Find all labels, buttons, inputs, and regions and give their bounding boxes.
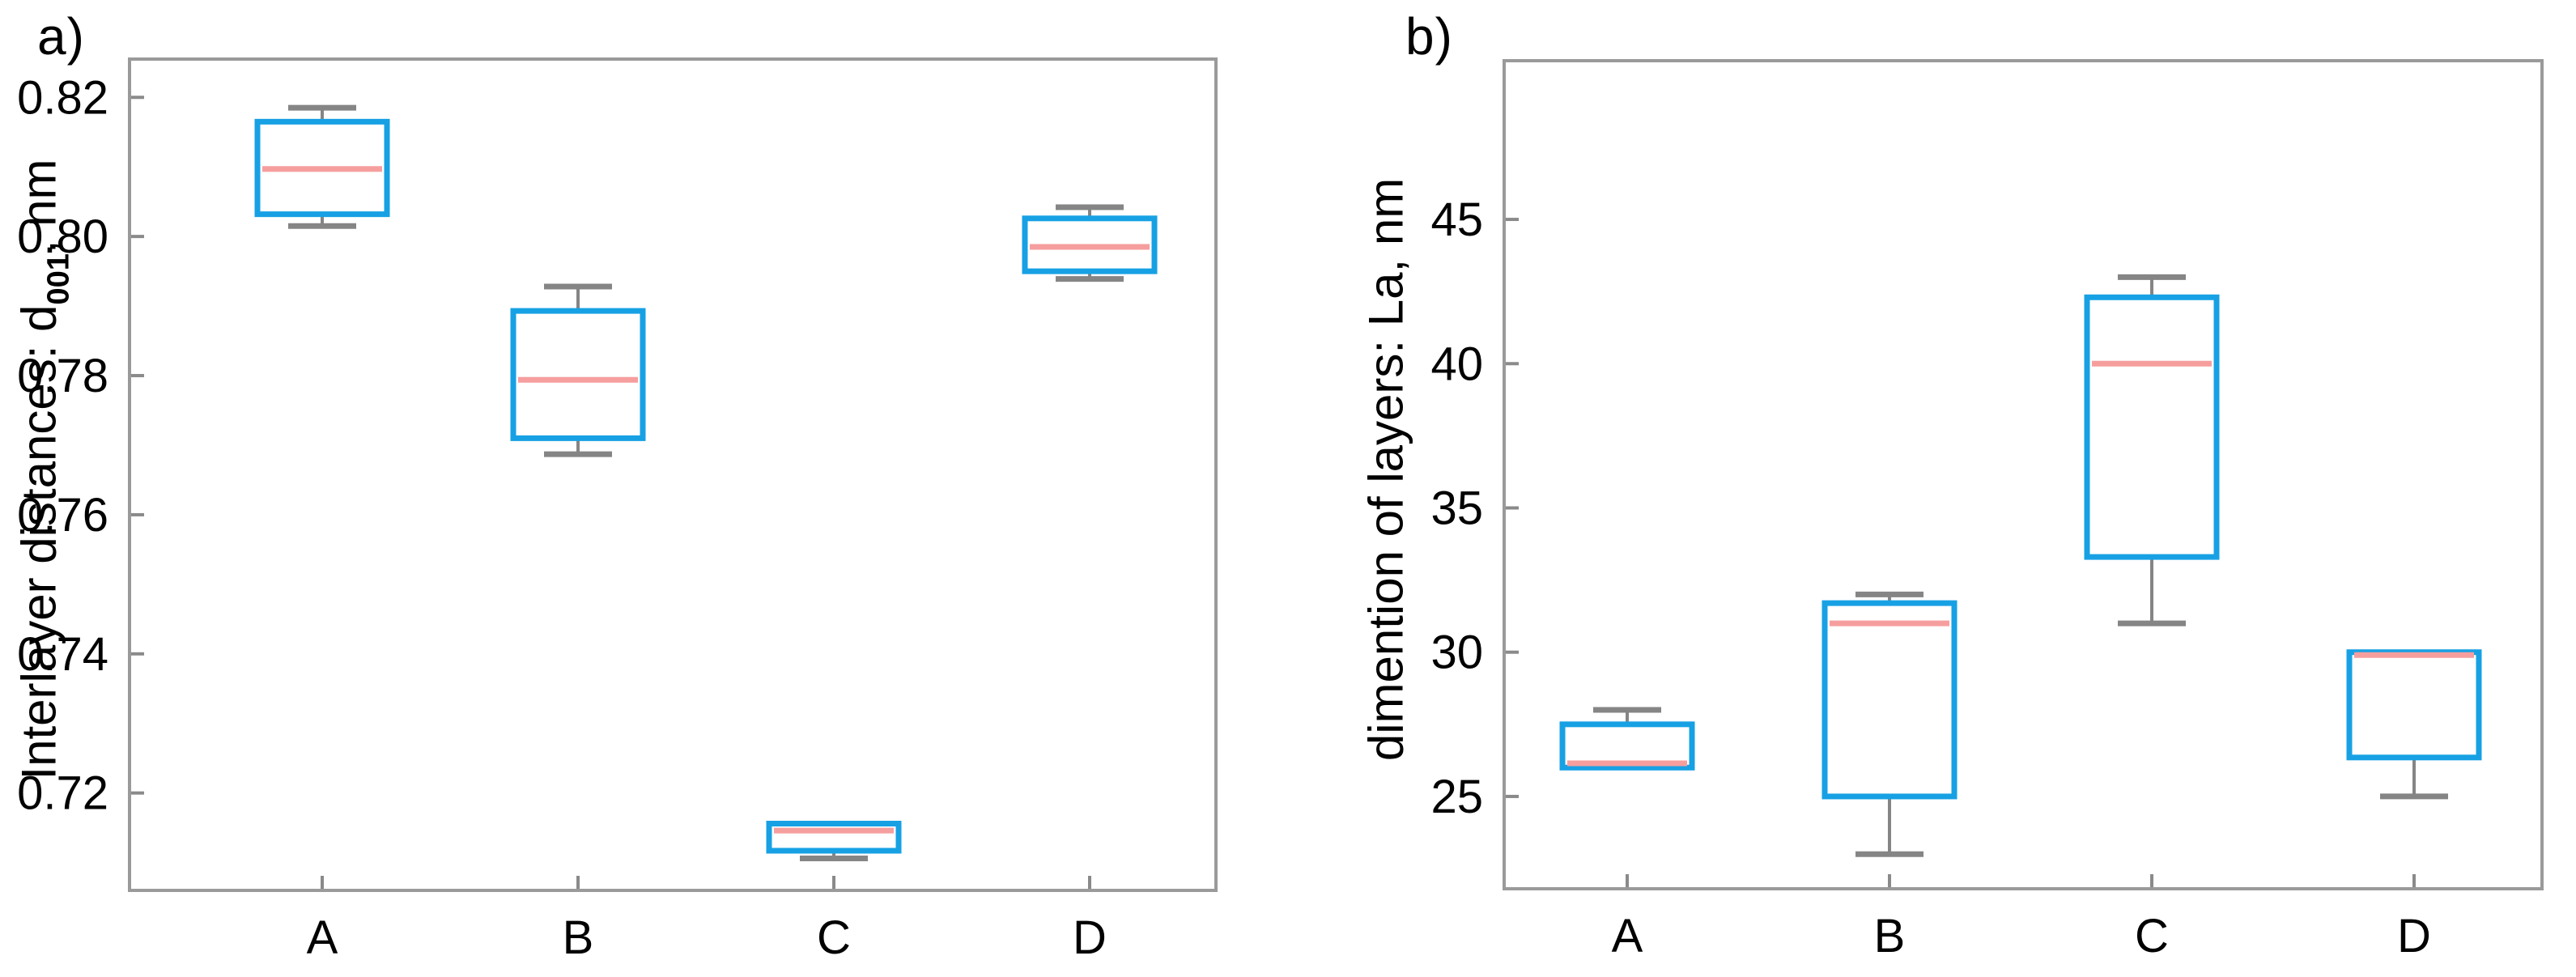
ytick-label-a-0.72: 0.72 [17, 767, 108, 820]
panel-a-letter: a) [37, 7, 85, 66]
box-b-A [1559, 721, 1695, 771]
ytick-label-a-0.82: 0.82 [17, 71, 108, 124]
ytick-label-a-0.76: 0.76 [17, 489, 108, 542]
panel-b-frame [1503, 59, 2544, 890]
xtick-label-a-C: C [817, 911, 851, 964]
box-a-B [510, 308, 646, 441]
xtick-label-a-D: D [1073, 911, 1107, 964]
xtick-label-b-D: D [2397, 910, 2431, 962]
ytick-label-a-0.74: 0.74 [17, 628, 108, 681]
xtick-label-b-C: C [2135, 910, 2169, 962]
ytick-label-b-40: 40 [1430, 338, 1483, 390]
box-b-D [2346, 649, 2482, 761]
xtick-label-a-B: B [563, 911, 594, 964]
ytick-label-a-0.80: 0.80 [17, 210, 108, 263]
box-b-B [1821, 600, 1958, 800]
ytick-label-b-30: 30 [1430, 627, 1483, 679]
ytick-label-b-35: 35 [1430, 482, 1483, 534]
box-a-C [766, 820, 902, 854]
ytick-label-a-0.78: 0.78 [17, 350, 108, 402]
panel-a-frame [128, 57, 1218, 892]
xtick-label-b-A: A [1612, 910, 1643, 962]
ytick-label-b-45: 45 [1430, 193, 1483, 246]
xtick-label-a-A: A [307, 911, 338, 964]
ytick-label-b-25: 25 [1430, 771, 1483, 823]
panel-b-letter: b) [1405, 7, 1453, 66]
xtick-label-b-B: B [1874, 910, 1906, 962]
box-b-C [2084, 294, 2220, 560]
